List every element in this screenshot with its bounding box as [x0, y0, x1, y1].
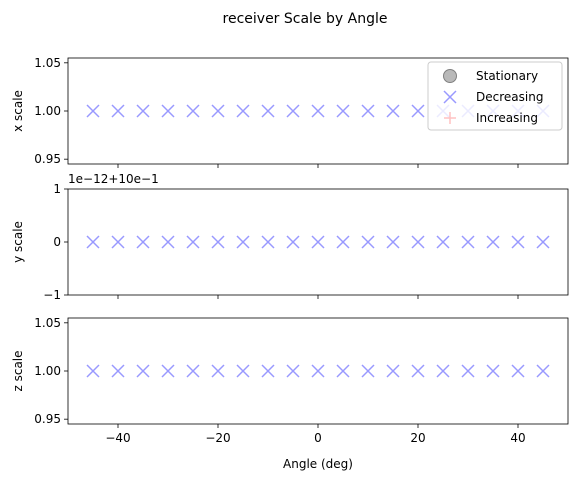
- y-tick-label: −1: [43, 288, 61, 302]
- chart-title: receiver Scale by Angle: [223, 11, 388, 27]
- y-tick-label: 1.00: [34, 364, 61, 378]
- data-point: [536, 235, 550, 249]
- data-point: [136, 104, 150, 118]
- data-point: [361, 235, 375, 249]
- x-tick-label: −20: [205, 431, 230, 445]
- subplot-3: 0.95 1.00 1.05 −40 −20 0 20 40 z scale: [11, 316, 569, 445]
- y-tick-label: 1: [53, 182, 61, 196]
- data-point: [211, 364, 225, 378]
- data-point: [386, 364, 400, 378]
- data-point: [86, 364, 100, 378]
- data-point: [136, 235, 150, 249]
- subplots: 0.95 1.00 1.05 x scale Stationary Decreasing I…: [11, 56, 569, 445]
- data-point: [161, 104, 175, 118]
- data-point: [86, 235, 100, 249]
- x-tick-label: −40: [105, 431, 130, 445]
- data-point: [311, 235, 325, 249]
- data-point: [86, 104, 100, 118]
- data-point: [211, 235, 225, 249]
- data-point: [186, 235, 200, 249]
- data-point: [286, 104, 300, 118]
- y-axis-label: z scale: [11, 350, 25, 391]
- data-point: [336, 104, 350, 118]
- data-point: [436, 235, 450, 249]
- data-point: [111, 235, 125, 249]
- data-point: [511, 235, 525, 249]
- data-point: [411, 364, 425, 378]
- legend-marker: [443, 69, 457, 83]
- data-point: [386, 104, 400, 118]
- data-point: [161, 235, 175, 249]
- data-point: [336, 235, 350, 249]
- x-tick-label: 20: [410, 431, 425, 445]
- data-point: [486, 235, 500, 249]
- y-axis-label: x scale: [11, 90, 25, 132]
- legend-marker: [444, 112, 456, 124]
- data-point: [211, 104, 225, 118]
- data-point: [361, 364, 375, 378]
- y-tick-label: 0.95: [34, 412, 61, 426]
- subplot-1: 0.95 1.00 1.05 x scale Stationary Decreasing I…: [11, 56, 569, 168]
- data-point: [461, 364, 475, 378]
- data-point: [361, 104, 375, 118]
- data-point: [311, 104, 325, 118]
- y-tick-label: 1.00: [34, 104, 61, 118]
- data-point: [161, 364, 175, 378]
- data-point: [411, 235, 425, 249]
- data-point: [236, 235, 250, 249]
- legend-marker: [443, 90, 457, 104]
- data-point: [486, 364, 500, 378]
- data-point: [236, 364, 250, 378]
- data-point: [186, 364, 200, 378]
- data-point: [461, 235, 475, 249]
- data-point: [436, 364, 450, 378]
- data-point: [386, 235, 400, 249]
- y-tick-label: 1.05: [34, 56, 61, 70]
- data-point: [136, 364, 150, 378]
- y-offset-label: 1e−12+10e−1: [68, 172, 159, 186]
- subplot-2: −1 0 1 y scale 1e−12+10e−1: [11, 172, 569, 302]
- data-point: [286, 364, 300, 378]
- y-tick-label: 1.05: [34, 316, 61, 330]
- data-point: [261, 235, 275, 249]
- legend-label: Increasing: [476, 111, 538, 125]
- x-tick-label: 0: [314, 431, 322, 445]
- data-point: [311, 364, 325, 378]
- data-point: [286, 235, 300, 249]
- y-tick-label: 0.95: [34, 152, 61, 166]
- data-point: [186, 104, 200, 118]
- x-axis-label: Angle (deg): [283, 457, 353, 471]
- data-point: [236, 104, 250, 118]
- legend: Stationary Decreasing Increasing: [427, 61, 563, 131]
- data-point: [511, 364, 525, 378]
- legend-box: [427, 61, 563, 131]
- y-axis-label: y scale: [11, 221, 25, 263]
- data-point: [336, 364, 350, 378]
- data-point: [261, 104, 275, 118]
- data-point: [411, 104, 425, 118]
- data-point: [111, 364, 125, 378]
- legend-label: Decreasing: [476, 90, 543, 104]
- data-point: [261, 364, 275, 378]
- y-tick-label: 0: [53, 235, 61, 249]
- data-point: [536, 364, 550, 378]
- x-tick-label: 40: [510, 431, 525, 445]
- legend-label: Stationary: [476, 69, 538, 83]
- data-point: [111, 104, 125, 118]
